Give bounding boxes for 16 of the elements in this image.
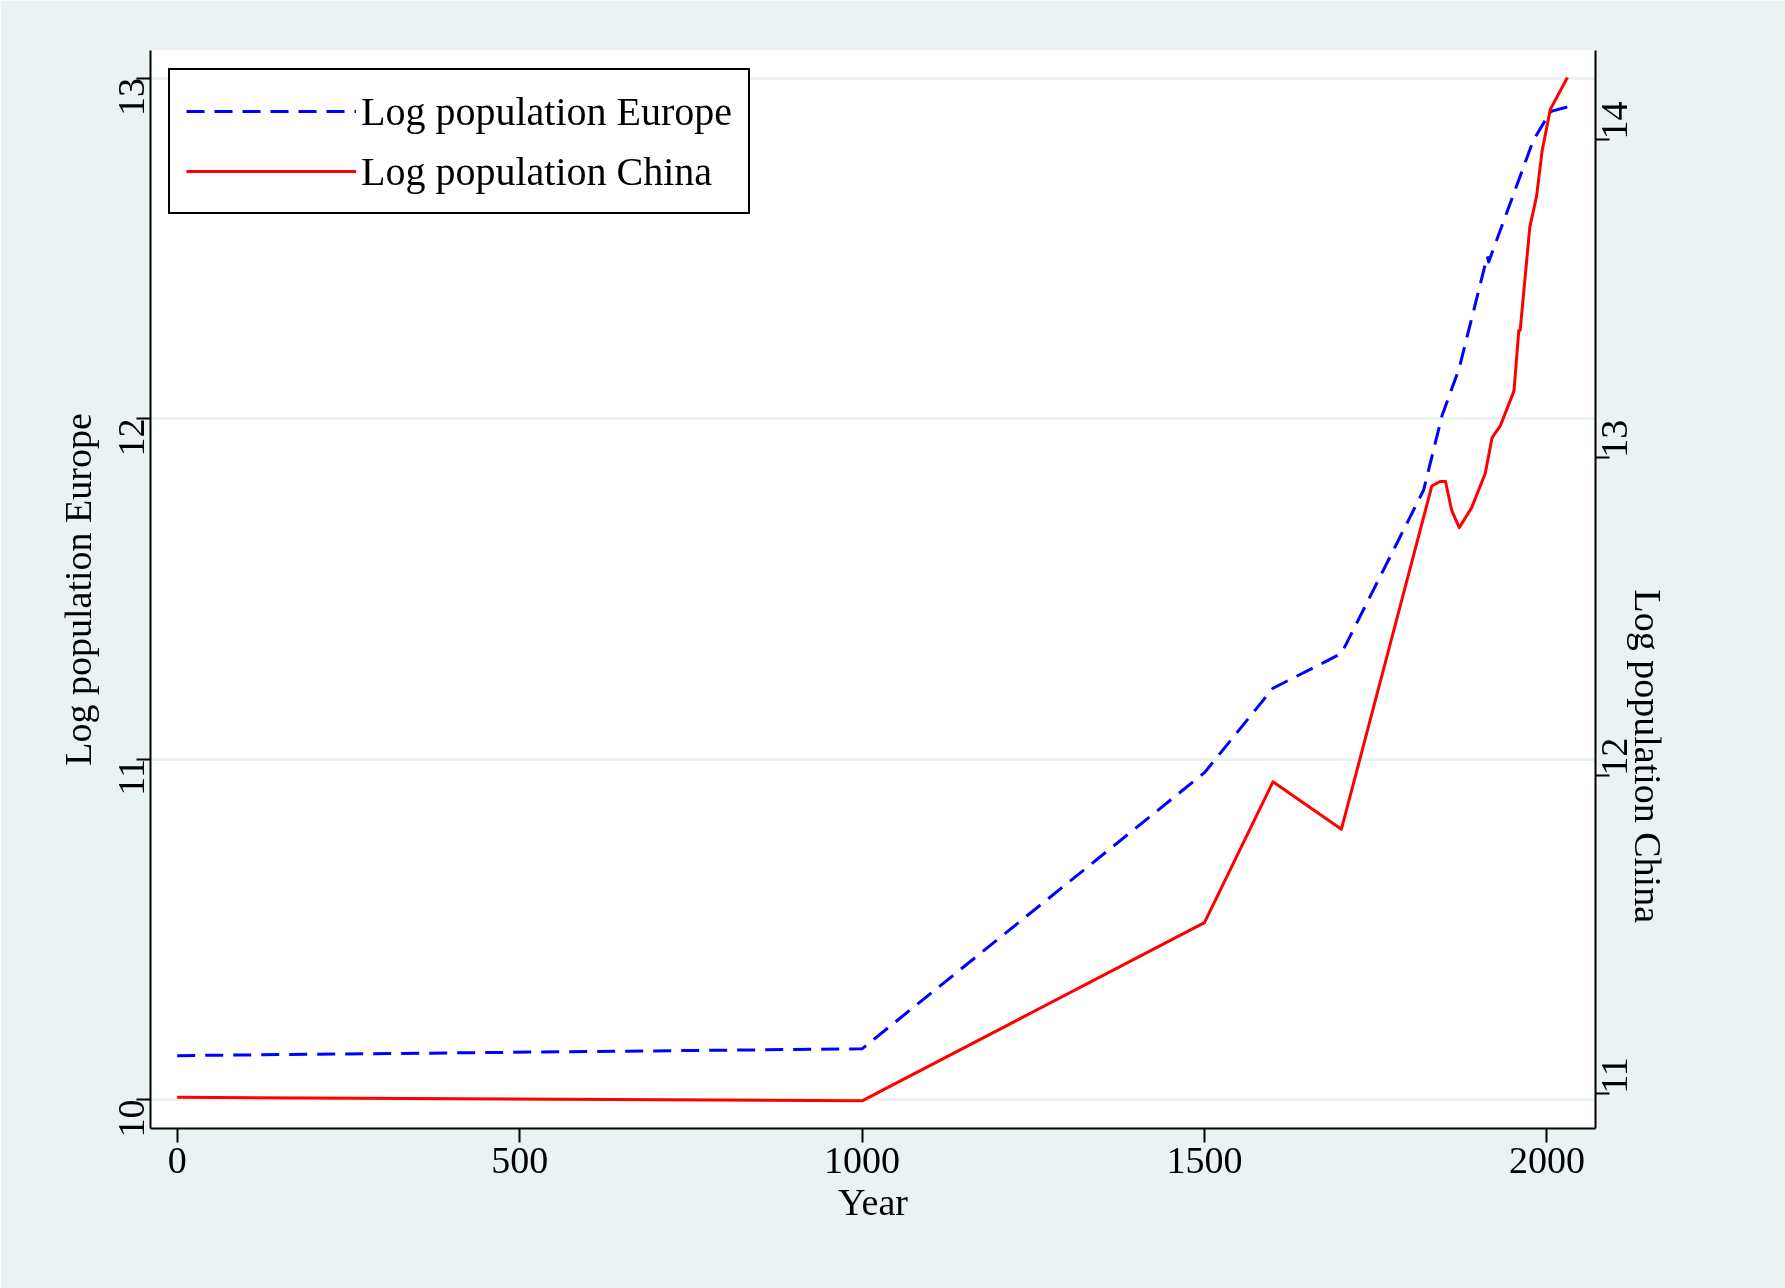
y-tick-label: 13 [110, 78, 152, 117]
x-tick-label: 500 [491, 1138, 549, 1181]
y-tick-label: 11 [110, 759, 152, 796]
x-axis-title: Year [837, 1180, 909, 1223]
y2-tick-label: 14 [1593, 101, 1635, 140]
legend-label: Log population Europe [361, 87, 733, 135]
y-tick-label: 12 [110, 418, 152, 457]
y2-tick-label: 11 [1593, 1057, 1635, 1094]
y2-tick-label: 13 [1593, 419, 1635, 458]
y-tick-label: 10 [110, 1099, 152, 1138]
y-axis-title: Log population Europe [56, 413, 99, 766]
legend-label: Log population China [361, 147, 713, 195]
x-tick-label: 0 [167, 1138, 187, 1181]
x-tick-label: 2000 [1508, 1138, 1585, 1181]
x-tick-label: 1500 [1166, 1138, 1243, 1181]
x-tick-label: 1000 [824, 1138, 901, 1181]
